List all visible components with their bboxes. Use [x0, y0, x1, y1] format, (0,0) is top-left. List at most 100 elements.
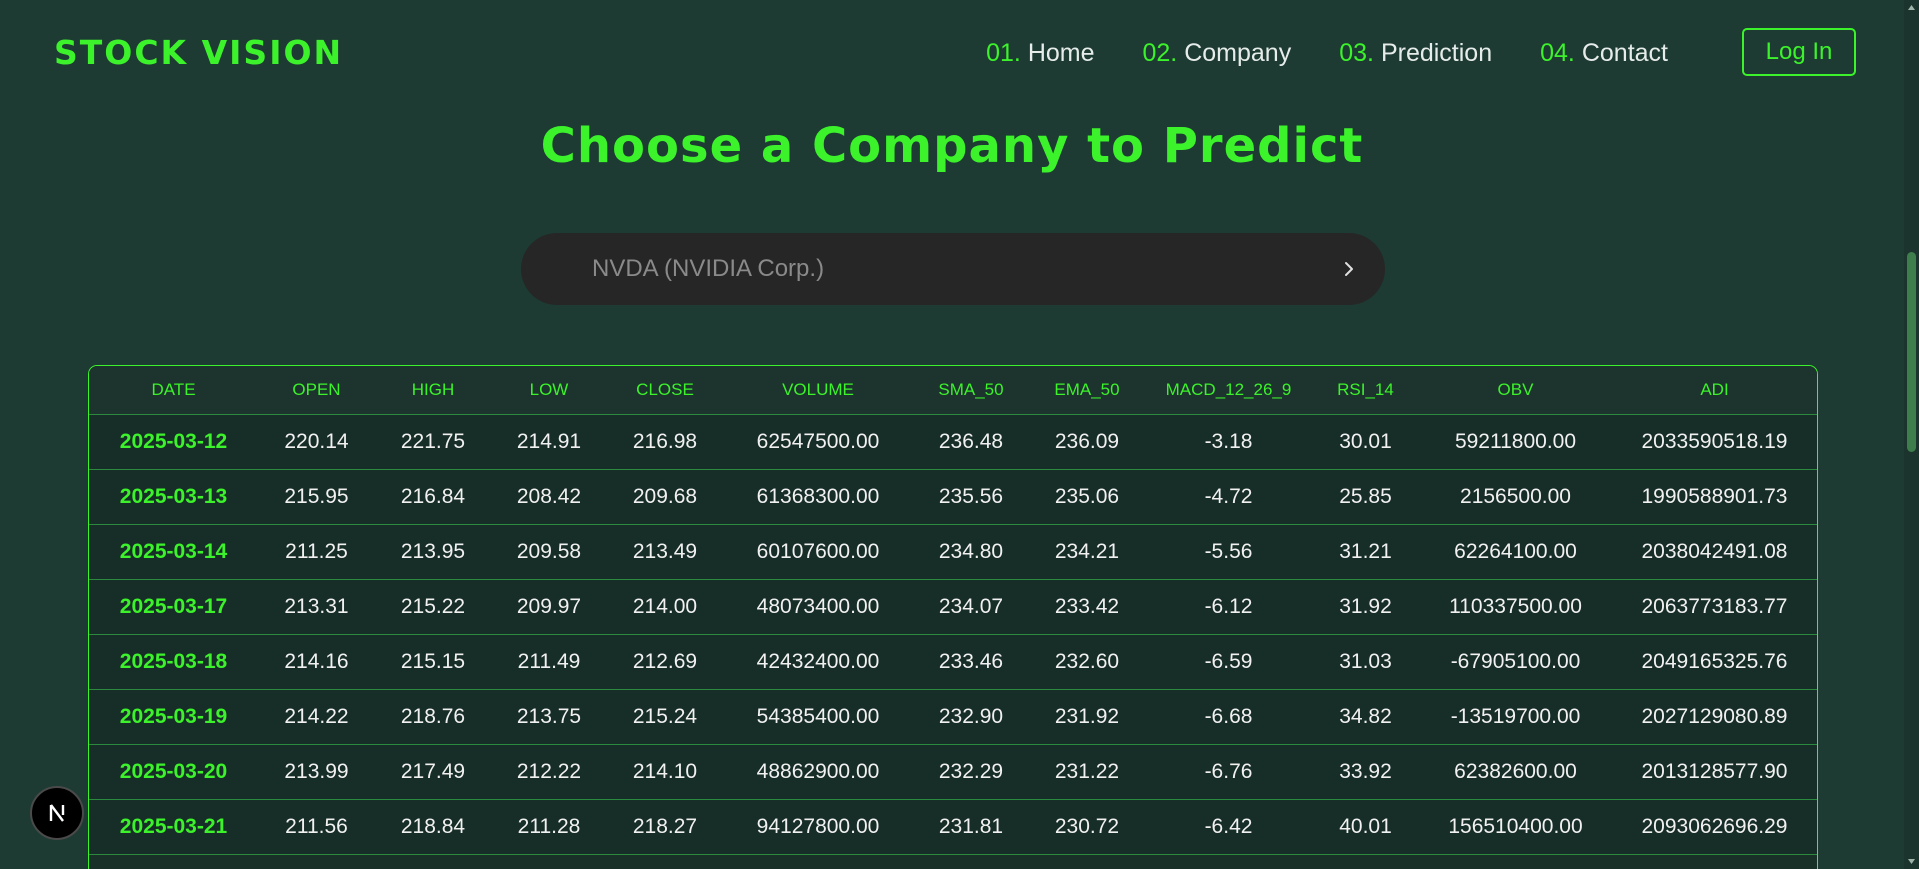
date-cell: 2025-03-18	[119, 649, 228, 673]
nav-item-prediction[interactable]: 03. Prediction	[1339, 39, 1492, 68]
table-cell: 2033590518.19	[1641, 429, 1788, 453]
table-cell: 217.49	[400, 759, 466, 783]
table-cell: 232.90	[938, 704, 1004, 728]
table-row: 2025-03-18 214.16 215.15 211.49 212.69 424324…	[89, 634, 1817, 689]
nav-item-company[interactable]: 02. Company	[1143, 39, 1292, 68]
table-cell: 235.06	[1054, 484, 1120, 508]
date-cell: 2025-03-14	[119, 539, 228, 563]
table-cell: 214.16	[284, 649, 349, 673]
nav-item-contact[interactable]: 04. Contact	[1540, 39, 1668, 68]
table-cell: 232.60	[1054, 649, 1120, 673]
scrollbar-thumb[interactable]	[1907, 252, 1916, 452]
table-cell: 216.84	[400, 484, 466, 508]
company-select[interactable]: NVDA (NVIDIA Corp.)	[521, 233, 1385, 305]
column-header: VOLUME	[723, 366, 913, 415]
table-header-row: DATE OPEN HIGH LOW CLOSE VOLUME SMA_50 EMA_50 MA…	[89, 366, 1817, 415]
table-cell: 233.46	[938, 649, 1004, 673]
table-row: 2025-03-21 211.56 218.84 211.28 218.27 941278…	[89, 799, 1817, 854]
table-cell: 215.22	[400, 594, 466, 618]
logo[interactable]: STOCK VISION	[54, 33, 344, 72]
table-row: 2025-03-13 215.95 216.84 208.42 209.68 613683…	[89, 469, 1817, 524]
table-cell: 214.10	[632, 759, 698, 783]
date-cell: 2025-03-21	[119, 814, 228, 838]
table-cell: 59211800.00	[1454, 429, 1577, 453]
nextjs-logo-icon	[49, 804, 65, 822]
table-cell: 2093062696.29	[1641, 814, 1788, 838]
table-cell: 209.68	[632, 484, 698, 508]
nav-item-home[interactable]: 01. Home	[986, 39, 1094, 68]
table-cell: -6.68	[1204, 704, 1253, 728]
nav-item-number: 03.	[1339, 38, 1374, 67]
date-cell: 2025-03-12	[119, 429, 228, 453]
table-cell: 2063773183.77	[1641, 594, 1788, 618]
table-row: 2025-03-14 211.25 213.95 209.58 213.49 601076…	[89, 524, 1817, 579]
date-cell: 2025-03-17	[119, 594, 228, 618]
table-cell: 2027129080.89	[1641, 704, 1788, 728]
table-cell: 31.03	[1339, 649, 1392, 673]
table-cell: 236.09	[1054, 429, 1120, 453]
stock-data-table: DATE OPEN HIGH LOW CLOSE VOLUME SMA_50 EMA_50 MA…	[88, 365, 1818, 869]
table-cell: 61368300.00	[756, 484, 880, 508]
column-header: DATE	[89, 366, 258, 415]
table-cell: 214.00	[632, 594, 698, 618]
table-cell: 25.85	[1339, 484, 1392, 508]
table-cell: 211.49	[517, 649, 581, 673]
table-row: 2025-03-17 213.31 215.22 209.97 214.00 480734…	[89, 579, 1817, 634]
table-cell: -6.59	[1204, 649, 1253, 673]
table-cell: 62547500.00	[756, 429, 880, 453]
table-cell: 230.72	[1054, 814, 1120, 838]
table-row: 2025-03-19 214.22 218.76 213.75 215.24 543854…	[89, 689, 1817, 744]
table-cell: 211.25	[285, 539, 348, 563]
table-cell: 218.76	[400, 704, 466, 728]
table-cell: 218.27	[632, 814, 698, 838]
table-cell: 213.95	[400, 539, 466, 563]
table-cell: -13519700.00	[1450, 704, 1581, 728]
nav-item-label: Company	[1184, 38, 1292, 67]
column-header: OPEN	[258, 366, 375, 415]
table-cell: 215.15	[400, 649, 466, 673]
table-cell: 2049165325.76	[1641, 649, 1788, 673]
scroll-down-icon[interactable]	[1907, 857, 1916, 866]
date-cell: 2025-03-19	[119, 704, 228, 728]
scrollbar[interactable]	[1904, 0, 1919, 869]
nav-item-number: 02.	[1142, 38, 1178, 67]
table-cell: 221.75	[400, 429, 466, 453]
table-cell: 208.42	[516, 484, 582, 508]
nav-item-number: 04.	[1540, 38, 1575, 67]
table-cell: 1990588901.73	[1641, 484, 1788, 508]
table-cell: -6.12	[1204, 594, 1253, 618]
column-header: ADI	[1612, 366, 1817, 415]
table-cell: 48862900.00	[756, 759, 880, 783]
table-cell: 62382600.00	[1454, 759, 1577, 783]
table-cell: 232.29	[938, 759, 1004, 783]
table-cell: 236.48	[938, 429, 1004, 453]
column-header: RSI_14	[1312, 366, 1419, 415]
table-cell: 218.84	[400, 814, 466, 838]
table-cell: 94127800.00	[756, 814, 880, 838]
table-cell: 54385400.00	[756, 704, 880, 728]
table-cell: 31.21	[1339, 539, 1392, 563]
table-cell: 213.31	[284, 594, 349, 618]
table-cell: 234.07	[938, 594, 1004, 618]
table-cell: -6.76	[1204, 759, 1253, 783]
table-cell: -5.56	[1204, 539, 1253, 563]
table-cell: 231.22	[1054, 759, 1120, 783]
main-nav: 01. Home 02. Company 03. Prediction 04. …	[986, 28, 1668, 78]
table-cell: 209.58	[516, 539, 582, 563]
nextjs-dev-badge[interactable]	[30, 786, 84, 840]
scroll-up-icon[interactable]	[1907, 3, 1916, 12]
column-header: EMA_50	[1029, 366, 1145, 415]
table-cell: 209.97	[516, 594, 582, 618]
company-select-value: NVDA (NVIDIA Corp.)	[592, 255, 825, 282]
table-cell: 214.91	[516, 429, 582, 453]
table-cell: 31.92	[1339, 594, 1392, 618]
table-cell: 234.80	[938, 539, 1004, 563]
table-row: 2025-03-20 213.99 217.49 212.22 214.10 488629…	[89, 744, 1817, 799]
login-button[interactable]: Log In	[1742, 28, 1856, 76]
table-cell: 212.69	[632, 649, 698, 673]
nav-item-number: 01.	[986, 38, 1021, 67]
table-cell: 212.22	[516, 759, 582, 783]
table-cell: -4.72	[1204, 484, 1253, 508]
nav-item-label: Contact	[1581, 38, 1668, 67]
